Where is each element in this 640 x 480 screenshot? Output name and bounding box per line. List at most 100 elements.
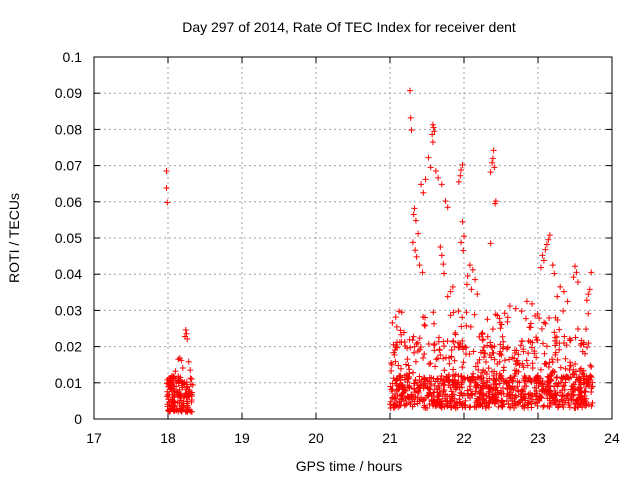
data-point <box>176 391 183 398</box>
data-point <box>388 386 395 393</box>
data-point <box>409 396 416 403</box>
axis-ticks: 17 18 19 20 21 22 23 24 0 0.01 0.02 0.03 0.04 0.05 0.0… <box>55 49 620 446</box>
data-point <box>396 398 403 405</box>
data-point <box>410 211 417 218</box>
data-point <box>499 403 506 410</box>
y-tick-label: 0.03 <box>55 302 82 318</box>
data-point <box>422 404 429 411</box>
data-point <box>180 404 187 411</box>
data-point <box>466 383 473 390</box>
data-point <box>480 390 487 397</box>
data-point <box>552 389 559 396</box>
data-point <box>557 398 564 405</box>
data-point <box>171 393 178 400</box>
data-point <box>414 381 421 388</box>
data-point <box>470 370 477 377</box>
data-point <box>429 121 436 128</box>
data-point <box>430 309 437 316</box>
data-point <box>537 264 544 271</box>
data-point <box>425 154 432 161</box>
data-point <box>406 336 413 343</box>
data-point <box>409 403 416 410</box>
data-point <box>418 181 425 188</box>
data-point <box>459 218 466 225</box>
data-point <box>461 376 468 383</box>
data-point <box>487 169 494 176</box>
data-point <box>387 404 394 411</box>
data-point <box>571 371 578 378</box>
data-point <box>551 369 558 376</box>
data-point <box>392 391 399 398</box>
data-point <box>539 252 546 259</box>
data-point <box>459 364 466 371</box>
data-point <box>549 359 556 366</box>
data-point <box>395 362 402 369</box>
data-point <box>579 404 586 411</box>
data-point <box>444 204 451 211</box>
data-point <box>582 388 589 395</box>
data-point <box>484 377 491 384</box>
data-point <box>455 344 462 351</box>
data-point <box>534 337 541 344</box>
data-point <box>451 357 458 364</box>
data-point <box>547 388 554 395</box>
data-point <box>512 370 519 377</box>
y-tick-label: 0.02 <box>55 339 82 355</box>
data-point <box>515 351 522 358</box>
data-point <box>540 257 547 264</box>
data-point <box>578 388 585 395</box>
data-point <box>518 338 525 345</box>
data-point <box>443 400 450 407</box>
data-point <box>489 159 496 166</box>
data-point <box>166 406 173 413</box>
data-point <box>166 407 173 414</box>
data-point <box>392 358 399 365</box>
data-point <box>543 241 550 248</box>
data-point <box>484 333 491 340</box>
data-point <box>441 381 448 388</box>
data-point <box>563 393 570 400</box>
data-point <box>422 394 429 401</box>
data-point <box>427 386 434 393</box>
data-point <box>400 386 407 393</box>
data-point <box>500 364 507 371</box>
data-point <box>431 128 438 135</box>
data-point <box>534 311 541 318</box>
data-point <box>573 397 580 404</box>
data-point <box>450 379 457 386</box>
data-point <box>446 377 453 384</box>
data-point <box>504 344 511 351</box>
data-point <box>492 200 499 207</box>
data-point <box>493 381 500 388</box>
data-point <box>393 323 400 330</box>
data-point <box>583 383 590 390</box>
data-point <box>529 365 536 372</box>
data-point <box>565 374 572 381</box>
data-point <box>507 395 514 402</box>
data-point <box>443 354 450 361</box>
data-point <box>587 362 594 369</box>
data-point <box>489 326 496 333</box>
data-point <box>492 377 499 384</box>
data-point <box>559 375 566 382</box>
data-point <box>561 397 568 404</box>
data-point <box>452 331 459 338</box>
data-point <box>477 401 484 408</box>
data-point <box>581 398 588 405</box>
data-point <box>440 355 447 362</box>
data-point <box>561 333 568 340</box>
data-point <box>403 401 410 408</box>
data-point <box>529 300 536 307</box>
data-point <box>570 381 577 388</box>
data-point <box>528 344 535 351</box>
data-point <box>416 262 423 269</box>
data-point <box>447 288 454 295</box>
data-point <box>541 319 548 326</box>
data-point <box>437 244 444 251</box>
data-point <box>568 396 575 403</box>
data-point <box>499 397 506 404</box>
data-point <box>427 381 434 388</box>
data-point <box>166 399 173 406</box>
data-point <box>391 394 398 401</box>
data-point <box>533 390 540 397</box>
